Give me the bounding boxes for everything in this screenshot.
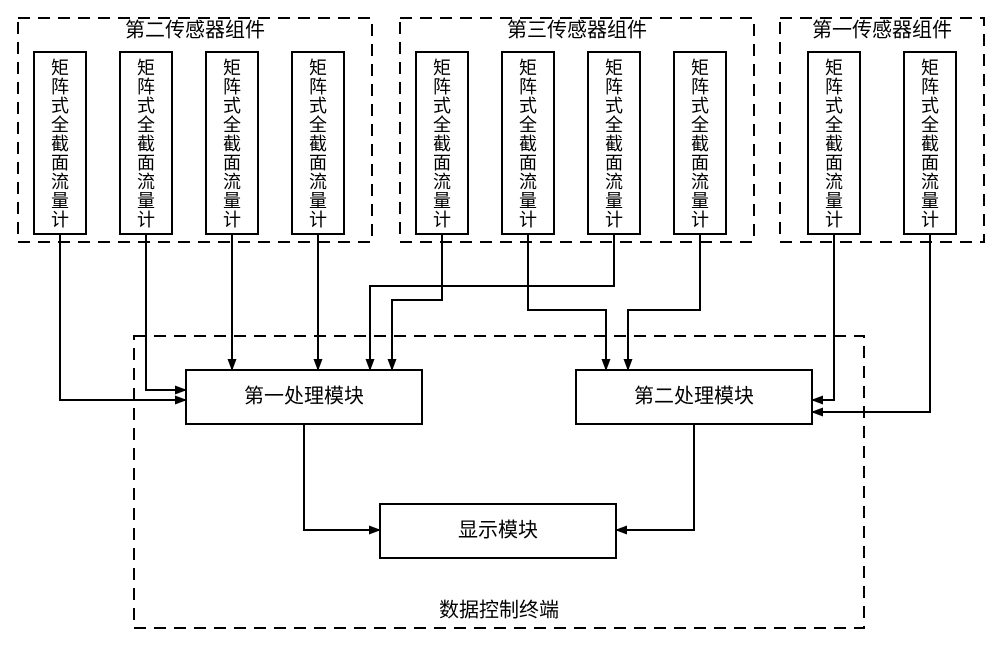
- flow-arrow: [370, 234, 614, 370]
- module-label: 第二处理模块: [634, 385, 754, 408]
- module-label: 第一处理模块: [244, 385, 364, 408]
- sensor-label: 矩阵式全截面流量计: [223, 58, 241, 230]
- flow-arrow: [146, 234, 186, 390]
- flow-arrow: [392, 234, 442, 370]
- flow-arrow: [812, 234, 930, 412]
- sensor-label: 矩阵式全截面流量计: [433, 58, 451, 230]
- sensor-label: 矩阵式全截面流量计: [137, 58, 155, 230]
- terminal-box: [134, 336, 864, 628]
- flow-arrow: [60, 234, 186, 400]
- flow-arrow: [812, 234, 834, 400]
- sensor-group-title: 第二传感器组件: [125, 19, 265, 42]
- flow-arrow: [628, 234, 700, 370]
- module-label: 显示模块: [458, 519, 538, 542]
- sensor-label: 矩阵式全截面流量计: [825, 58, 843, 230]
- flow-arrow: [616, 424, 694, 530]
- sensor-label: 矩阵式全截面流量计: [519, 58, 537, 230]
- sensor-label: 矩阵式全截面流量计: [51, 58, 69, 230]
- terminal-title: 数据控制终端: [439, 599, 559, 622]
- sensor-label: 矩阵式全截面流量计: [921, 58, 939, 230]
- sensor-label: 矩阵式全截面流量计: [309, 58, 327, 230]
- sensor-label: 矩阵式全截面流量计: [605, 58, 623, 230]
- flow-arrow: [304, 424, 380, 530]
- sensor-label: 矩阵式全截面流量计: [691, 58, 709, 230]
- sensor-group-title: 第一传感器组件: [812, 19, 952, 42]
- flowchart-diagram: 第二传感器组件矩阵式全截面流量计 矩阵式全截面流量计 矩阵式全截面流量计 矩阵式全截面…: [0, 0, 1000, 647]
- flow-arrow: [528, 234, 606, 370]
- sensor-group-title: 第三传感器组件: [507, 19, 647, 42]
